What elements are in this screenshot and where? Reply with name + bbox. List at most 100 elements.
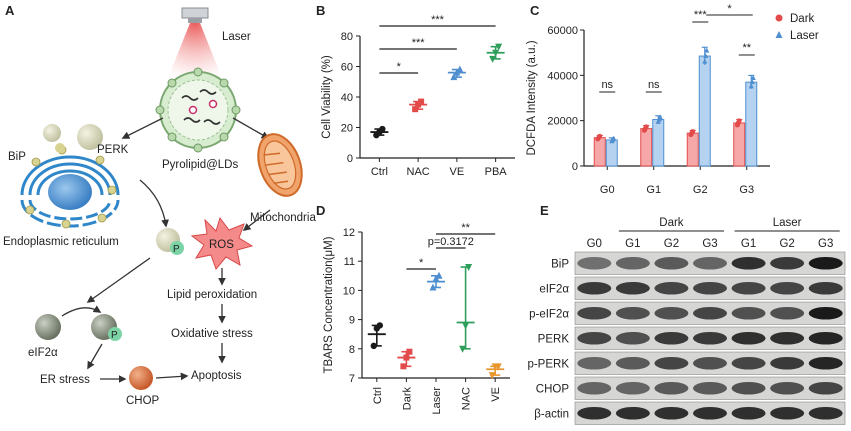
apoptosis-label: Apoptosis <box>191 370 242 382</box>
x-tick-label: NAC <box>461 387 473 410</box>
significance-label: ** <box>461 222 470 234</box>
panel-b-label: B <box>316 3 325 18</box>
blot-band <box>615 281 650 295</box>
panel-a: A Laser Pyrolipid@LDs <box>3 3 316 407</box>
data-point <box>370 342 377 350</box>
data-point <box>643 124 649 130</box>
y-axis-label: Cell Viability (%) <box>321 55 333 139</box>
data-point <box>435 271 443 279</box>
blot-band <box>770 406 805 420</box>
blot-row-label: β-actin <box>534 408 569 420</box>
x-tick-label: PBA <box>485 166 508 178</box>
blot-band <box>731 406 766 420</box>
panel-c: C 0 20000 40000 60000 DCFDA Intensity (a.u.)… <box>526 3 819 196</box>
blot-row-label: eIF2α <box>539 283 569 295</box>
y-axis-label: TBARS Concentration(μM) <box>323 236 335 373</box>
er-stress-label: ER stress <box>40 374 90 386</box>
bar <box>745 81 758 167</box>
x-tick-label: G3 <box>739 184 754 196</box>
blot-band <box>615 331 650 345</box>
blot-row-label: p-eIF2α <box>529 308 569 320</box>
y-tick-label: 11 <box>344 256 355 268</box>
blot-band <box>770 381 805 395</box>
data-point <box>748 83 754 89</box>
y-tick-label: 9 <box>349 315 355 327</box>
arrow-mito-to-ros <box>242 209 271 231</box>
blot-band <box>808 281 843 295</box>
data-point <box>488 372 496 380</box>
data-point <box>418 98 425 105</box>
chart-c: 0 20000 40000 60000 DCFDA Intensity (a.u.) G0… <box>526 3 819 196</box>
blot-band <box>808 381 843 395</box>
blot-band <box>577 256 612 270</box>
significance-label: ns <box>648 79 660 91</box>
blot-band <box>808 306 843 320</box>
blot-band <box>654 281 689 295</box>
data-point <box>492 49 500 57</box>
blot-band <box>615 381 650 395</box>
significance-label: *** <box>431 14 445 26</box>
x-tick-label: Ctrl <box>371 166 388 178</box>
bar <box>640 128 653 167</box>
lane-label: G3 <box>702 238 717 250</box>
laser-nozzle-icon <box>188 18 202 23</box>
blot-band <box>808 406 843 420</box>
lane-label: G3 <box>818 238 833 250</box>
laser-label: Laser <box>222 31 251 43</box>
data-point <box>456 65 464 73</box>
y-tick-label: 60 <box>341 62 353 74</box>
x-tick-label: Ctrl <box>372 387 384 404</box>
bar <box>686 132 699 167</box>
bar <box>593 137 606 167</box>
blot-band <box>577 331 612 345</box>
panel-e-label: E <box>540 203 549 218</box>
significance-label: *** <box>694 9 708 21</box>
y-tick-label: 7 <box>349 373 355 385</box>
x-tick-label: NAC <box>407 166 430 178</box>
blot-band <box>654 381 689 395</box>
panel-c-label: C <box>530 3 540 18</box>
western-blot: Dark Laser G0 G1 G2 G3 G1 G2 G3 BiP eIF2α p-eIF2α PE… <box>527 217 846 425</box>
panel-a-label: A <box>5 3 15 18</box>
chart-b: 0 20 40 60 80 Cell Viability (%) Ctrl NAC VE PBA *… <box>321 14 515 178</box>
blot-band <box>731 381 766 395</box>
arrow-chop-to-apoptosis <box>155 372 189 381</box>
data-point <box>703 53 709 59</box>
bar <box>652 119 665 167</box>
eif-phosphate-label: P <box>111 330 118 341</box>
phosphate-icon <box>170 241 184 255</box>
data-point <box>702 58 708 64</box>
legend-marker <box>775 31 783 38</box>
endoplasmic-reticulum-icon <box>20 145 120 229</box>
lane-label: G2 <box>664 238 679 250</box>
data-point <box>406 348 413 355</box>
data-point <box>376 322 383 329</box>
lane-label: G1 <box>625 238 640 250</box>
blot-band <box>693 381 727 395</box>
blot-band <box>808 256 843 270</box>
y-tick-label: 80 <box>341 31 353 43</box>
x-tick-label: G0 <box>600 184 615 196</box>
blot-band <box>808 356 843 370</box>
data-point <box>750 74 756 80</box>
blot-row-label: CHOP <box>536 383 570 395</box>
blot-band <box>577 281 612 295</box>
blot-band <box>731 256 766 270</box>
data-point <box>465 264 473 272</box>
significance-label: *** <box>412 37 426 49</box>
blot-band <box>693 356 727 370</box>
eif-phosphate-icon <box>108 327 122 341</box>
blot-band <box>731 306 766 320</box>
data-point <box>489 55 497 63</box>
blot-band <box>770 331 805 345</box>
blot-band <box>654 406 689 420</box>
chart-d: 7 8 9 10 11 12 TBARS Concentration(μM) Ctrl Dark… <box>323 222 510 415</box>
significance-label: ** <box>742 42 751 54</box>
data-point <box>749 79 755 85</box>
data-point <box>379 125 386 133</box>
blot-band <box>693 281 727 295</box>
significance-label: p=0.3172 <box>428 236 474 248</box>
y-tick-label: 60000 <box>547 25 578 37</box>
chop-label: CHOP <box>126 395 160 407</box>
